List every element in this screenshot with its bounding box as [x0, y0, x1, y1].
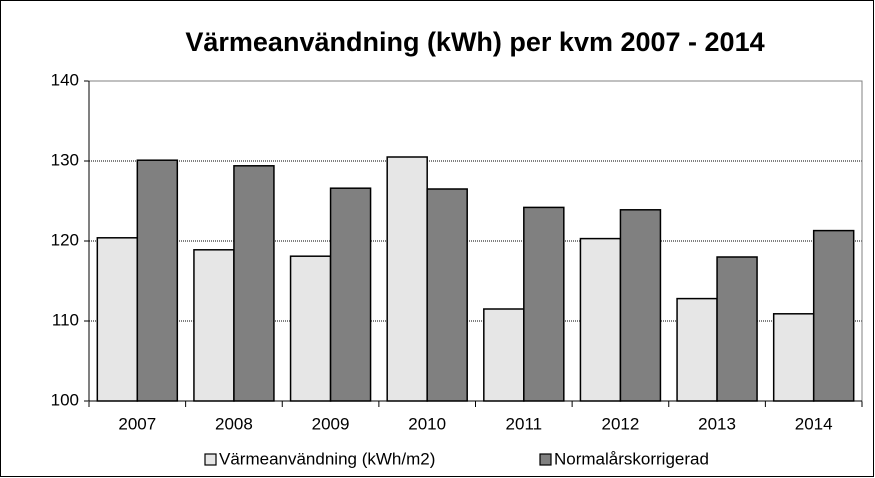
bar: [483, 308, 525, 402]
y-tick-label: 110: [52, 310, 79, 329]
x-tick-label: 2014: [795, 414, 833, 433]
bar: [233, 165, 275, 402]
legend-swatch: [204, 453, 217, 466]
bar: [619, 209, 662, 402]
x-tick-label: 2009: [312, 414, 350, 433]
bar: [579, 237, 622, 402]
chart-title: Värmeanvändning (kWh) per kvm 2007 - 201…: [185, 27, 764, 57]
x-tick-label: 2013: [698, 414, 736, 433]
legend-label: Värmeanvändning (kWh/m2): [219, 449, 435, 468]
legend-swatch: [539, 453, 552, 466]
bar: [812, 229, 855, 402]
bar: [386, 156, 428, 402]
bar: [523, 206, 565, 402]
x-tick-label: 2011: [506, 414, 543, 433]
bar: [329, 187, 372, 402]
bar: [772, 313, 815, 402]
bar: [136, 159, 179, 402]
y-tick-label: 140: [51, 70, 79, 89]
bar: [676, 297, 718, 402]
y-tick-label: 120: [51, 230, 79, 249]
x-tick-label: 2007: [118, 414, 156, 433]
x-tick-label: 2008: [215, 414, 253, 433]
y-tick-label: 100: [51, 390, 79, 409]
bar: [193, 249, 235, 402]
bar: [96, 237, 139, 402]
y-tick-label: 130: [51, 150, 79, 169]
bar: [426, 188, 468, 402]
x-tick-label: 2012: [602, 414, 640, 433]
bar: [289, 255, 332, 402]
legend-label: Normalårskorrigerad: [554, 449, 709, 468]
x-tick-label: 2010: [408, 414, 446, 433]
bar: [716, 256, 758, 402]
